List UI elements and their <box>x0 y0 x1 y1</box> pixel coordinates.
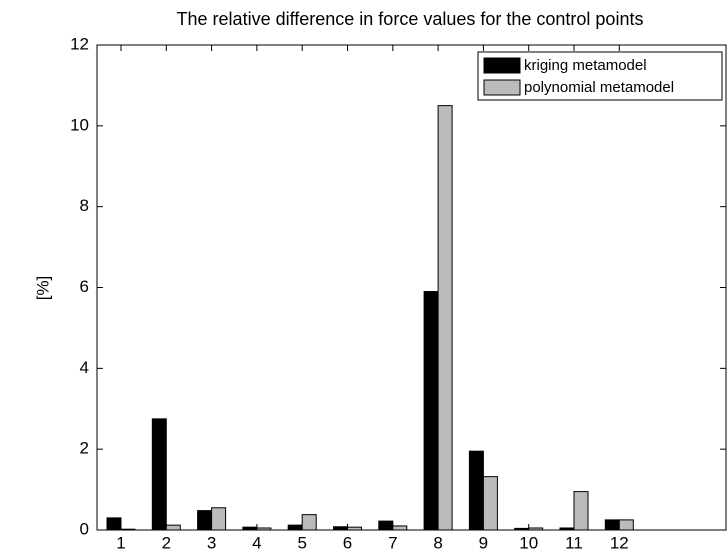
chart-title: The relative difference in force values … <box>177 9 644 29</box>
y-tick-label: 4 <box>80 358 89 377</box>
bar <box>151 418 167 531</box>
bar <box>392 525 408 531</box>
bar <box>106 517 122 531</box>
bar <box>378 520 394 531</box>
bar <box>120 528 136 531</box>
y-tick-label: 8 <box>80 196 89 215</box>
x-tick-label: 7 <box>388 533 397 552</box>
y-tick-label: 12 <box>70 34 89 53</box>
y-tick-label: 10 <box>70 115 89 134</box>
y-axis-label: [%] <box>33 276 52 301</box>
legend-label: polynomial metamodel <box>524 79 674 96</box>
bar <box>301 514 317 531</box>
bar <box>165 524 181 531</box>
x-tick-label: 2 <box>162 533 171 552</box>
bar <box>287 524 303 531</box>
bar <box>242 526 258 531</box>
y-tick-label: 2 <box>80 439 89 458</box>
bar <box>604 519 620 531</box>
x-tick-label: 5 <box>297 533 306 552</box>
bar <box>618 519 634 531</box>
bar <box>211 507 227 531</box>
bar <box>559 527 575 531</box>
y-tick-label: 0 <box>80 519 89 538</box>
bar <box>482 476 498 531</box>
bar <box>333 526 348 531</box>
bar <box>514 527 530 531</box>
legend-label: kriging metamodel <box>524 57 647 74</box>
bar <box>423 291 439 531</box>
x-tick-label: 4 <box>252 533 261 552</box>
bar <box>197 510 213 531</box>
legend-swatch <box>483 57 521 74</box>
x-tick-label: 11 <box>565 533 583 552</box>
x-tick-label: 3 <box>207 533 216 552</box>
legend-swatch <box>483 79 521 96</box>
x-tick-label: 8 <box>433 533 442 552</box>
x-tick-label: 6 <box>343 533 352 552</box>
bar <box>347 526 362 531</box>
bar <box>528 527 544 531</box>
x-tick-label: 9 <box>479 533 488 552</box>
x-tick-label: 12 <box>610 533 629 552</box>
x-tick-label: 1 <box>116 533 125 552</box>
x-tick-label: 10 <box>519 533 538 552</box>
plot-frame <box>96 44 727 531</box>
bar <box>573 491 589 531</box>
bar <box>437 105 453 531</box>
y-tick-label: 6 <box>80 277 89 296</box>
bar <box>468 450 484 531</box>
bar <box>256 527 272 531</box>
